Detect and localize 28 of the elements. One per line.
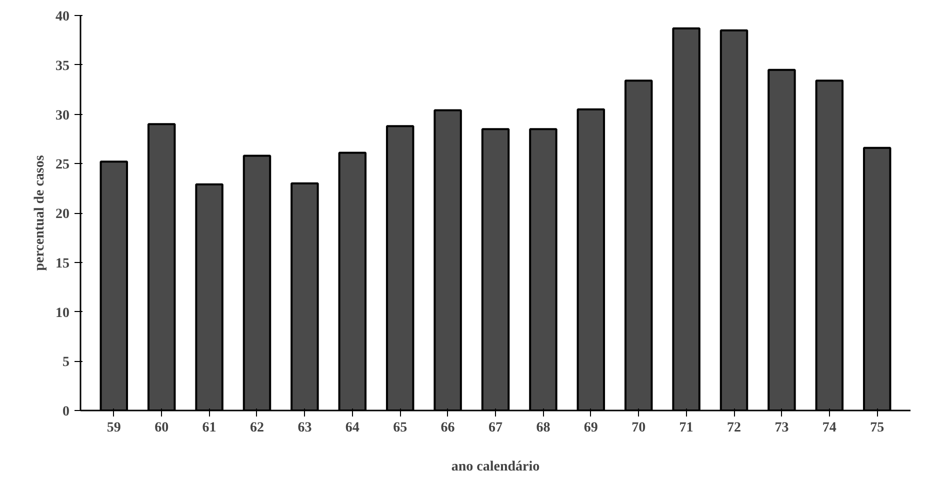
y-tick-label: 40 [56,10,70,24]
x-tick-label: 75 [870,420,884,436]
x-axis-title: ano calendário [451,460,540,474]
x-tick-label: 59 [106,420,121,436]
x-tick-label: 67 [488,420,502,436]
y-tick-label: 20 [56,207,70,222]
x-tick-label: 68 [536,420,550,436]
x-tick-label: 74 [822,420,836,436]
x-tick-label: 64 [345,420,360,436]
x-tick-label: 73 [774,420,789,436]
x-tick-label: 63 [298,420,312,436]
y-tick-label: 15 [56,256,70,272]
x-tick-label: 70 [632,420,646,436]
y-tick-label: 10 [56,306,70,321]
x-tick-label: 62 [250,420,264,436]
x-tick-label: 66 [440,420,455,436]
y-tick-label: 25 [56,158,70,173]
y-tick-label: 30 [56,108,70,124]
x-tick-label: 61 [202,420,216,436]
y-axis-title: percentual de casos [32,154,48,271]
x-tick-label: 71 [679,420,694,436]
y-tick-label: 5 [62,355,70,370]
x-tick-label: 69 [584,420,598,436]
y-tick-label: 35 [56,58,70,74]
x-tick-label: 60 [154,420,169,436]
y-tick-label: 0 [62,404,70,420]
x-tick-label: 72 [727,420,742,436]
x-tick-label: 65 [393,420,408,436]
